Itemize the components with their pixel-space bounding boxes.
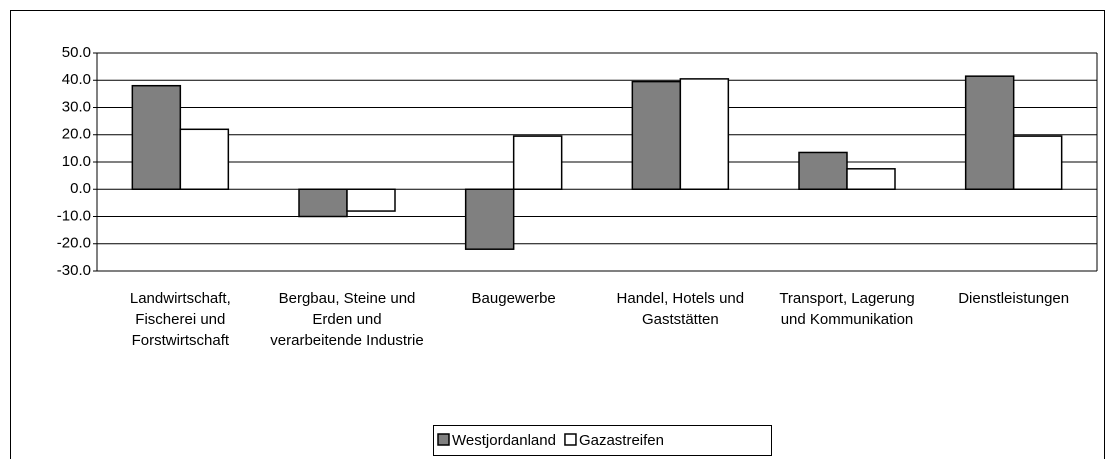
- bar: [1012, 135, 1063, 191]
- x-tick-label: Handel, Hotels und Gaststätten: [616, 290, 745, 328]
- y-tick-label: 20.0: [62, 126, 91, 143]
- bar: [679, 78, 730, 190]
- bar: [631, 80, 682, 190]
- x-tick-label: Transport, Lagerung und Kommunikation: [779, 290, 915, 328]
- bar: [298, 188, 348, 218]
- bar: [464, 188, 515, 250]
- bar: [512, 135, 563, 191]
- x-tick-label: Landwirtschaft, Fischerei und Forstwirts…: [129, 290, 231, 349]
- y-tick-label: 0.0: [70, 180, 91, 197]
- y-tick-label: 40.0: [62, 71, 91, 88]
- y-tick-label: 50.0: [62, 44, 91, 61]
- x-tick-label: Bergbau, Steine und Erden und verarbeite…: [270, 290, 424, 349]
- bar: [179, 128, 230, 191]
- y-tick-label: 10.0: [62, 153, 91, 170]
- legend-label: Gazastreifen: [579, 432, 664, 449]
- bar: [346, 188, 396, 212]
- y-tick-label: 30.0: [62, 98, 91, 115]
- y-tick-label: -20.0: [57, 235, 91, 252]
- y-tick-label: -10.0: [57, 207, 91, 224]
- legend-swatch: [564, 433, 577, 446]
- x-tick-label: Dienstleistungen: [958, 290, 1070, 307]
- chart-border: [10, 10, 1105, 459]
- bar: [798, 151, 848, 190]
- legend-box: [433, 425, 772, 456]
- x-tick-label: Baugewerbe: [471, 290, 556, 307]
- bar: [131, 84, 182, 190]
- legend-label: Westjordanland: [452, 432, 556, 449]
- bar: [846, 168, 896, 190]
- legend-swatch: [437, 433, 450, 446]
- y-tick-label: -30.0: [57, 262, 91, 279]
- bar: [964, 75, 1015, 190]
